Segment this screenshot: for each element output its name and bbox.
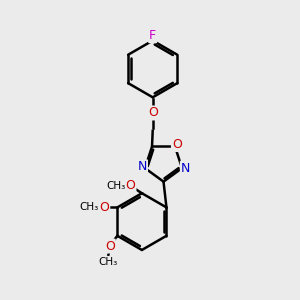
Text: O: O: [126, 179, 136, 192]
Text: O: O: [172, 138, 182, 151]
Text: CH₃: CH₃: [80, 202, 99, 212]
Text: N: N: [138, 160, 147, 173]
Text: O: O: [105, 240, 115, 253]
Text: F: F: [149, 29, 156, 42]
Text: CH₃: CH₃: [99, 257, 118, 267]
Text: O: O: [99, 201, 109, 214]
Text: O: O: [148, 106, 158, 119]
Text: CH₃: CH₃: [106, 181, 125, 191]
Text: N: N: [181, 162, 190, 175]
